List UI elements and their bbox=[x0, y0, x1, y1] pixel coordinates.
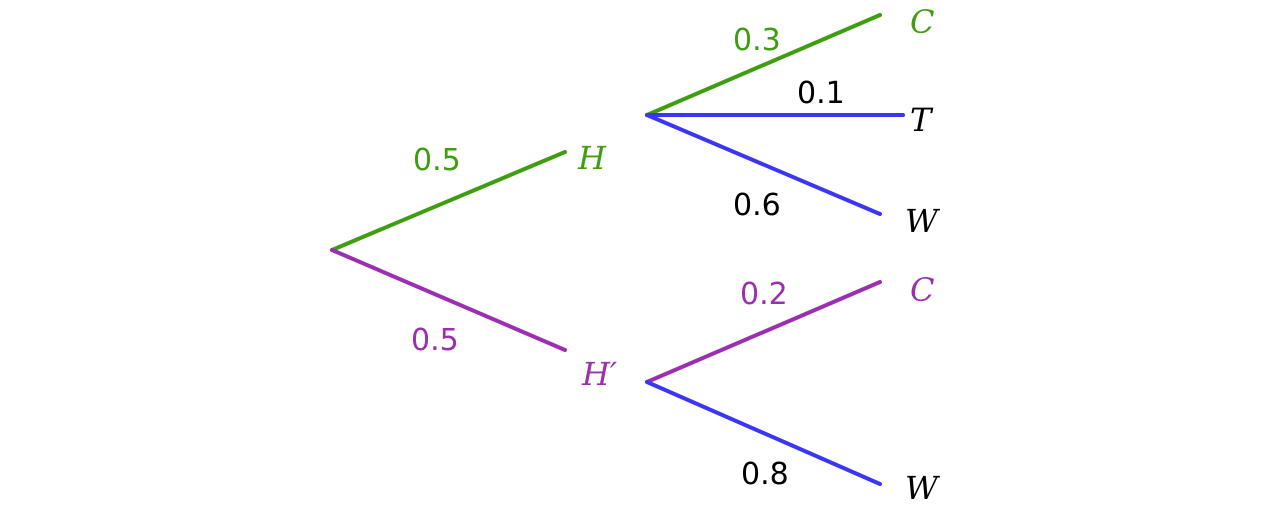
branch-hp-w bbox=[645, 380, 882, 486]
node-h-c: C bbox=[910, 3, 934, 41]
branch-hp-c bbox=[645, 280, 882, 384]
branch-root-h bbox=[330, 150, 567, 252]
prob-h-w: 0.6 bbox=[733, 188, 781, 223]
branch-h-c bbox=[645, 13, 882, 117]
prob-hp-w: 0.8 bbox=[741, 457, 789, 492]
prob-hp-c: 0.2 bbox=[740, 277, 788, 312]
prob-root-h-prime: 0.5 bbox=[411, 323, 459, 358]
node-h: H bbox=[577, 139, 607, 177]
node-hp-w: W bbox=[905, 469, 941, 507]
branch-root-h-prime bbox=[330, 248, 567, 352]
branch-h-w bbox=[645, 113, 882, 216]
prob-root-h: 0.5 bbox=[413, 143, 461, 178]
prob-h-c: 0.3 bbox=[733, 23, 781, 58]
node-hp-c: C bbox=[910, 271, 934, 309]
node-h-prime: H′ bbox=[581, 355, 618, 393]
prob-h-t: 0.1 bbox=[797, 76, 845, 111]
node-h-w: W bbox=[905, 202, 941, 240]
node-h-t: T bbox=[910, 101, 934, 139]
